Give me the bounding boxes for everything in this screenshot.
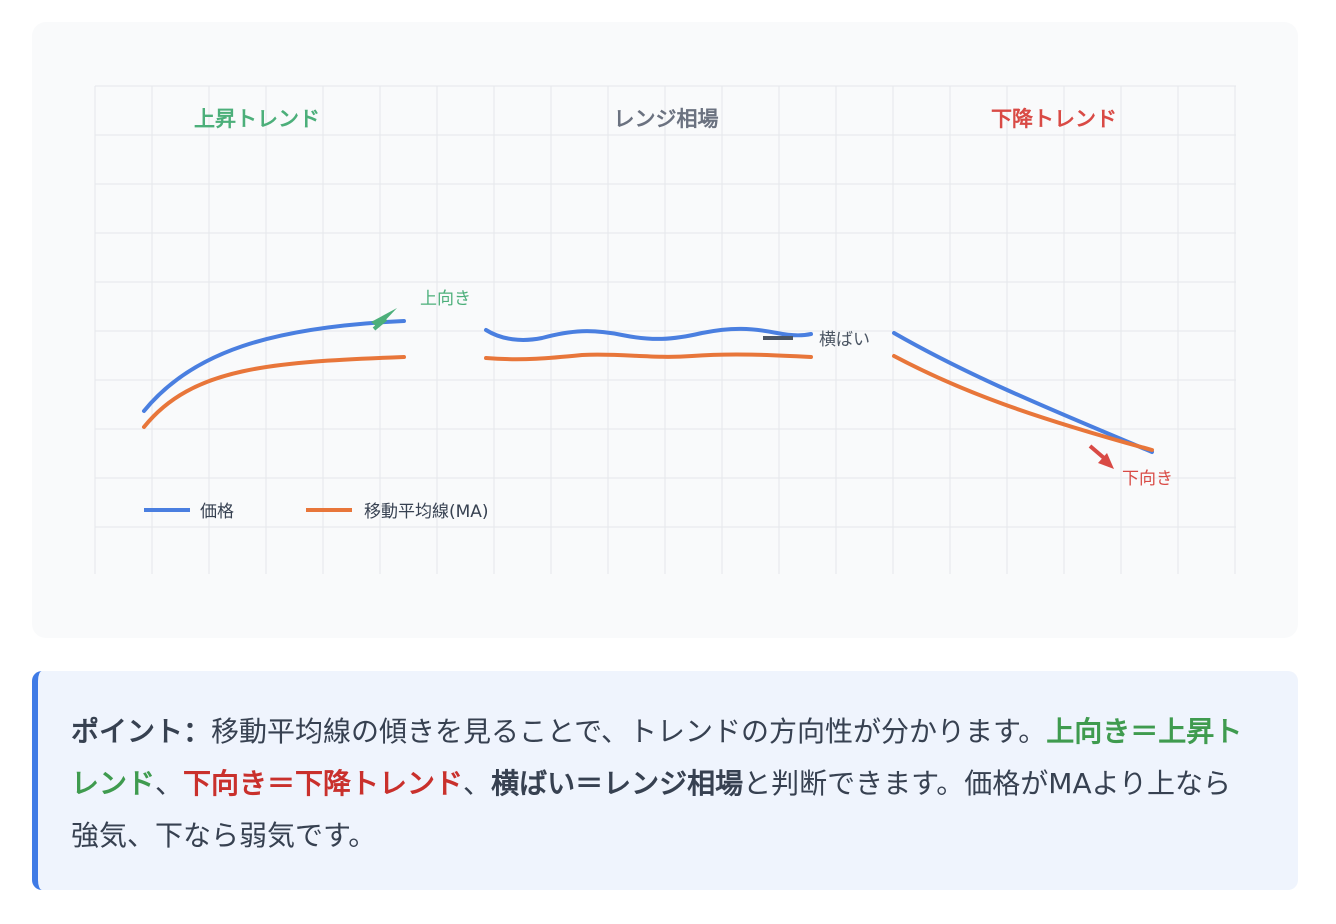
flat-annotation: 横ばい — [819, 330, 870, 350]
point-callout: ポイント：移動平均線の傾きを見ることで、トレンドの方向性が分かります。上向き＝上… — [32, 671, 1298, 890]
point-body-2: と判断できます。価格がMAより上なら強気、下なら弱気です。 — [71, 767, 1232, 852]
range-price-line — [484, 326, 813, 342]
downtrend-ma-line — [892, 354, 1154, 452]
downtrend-price-line — [892, 331, 1154, 454]
uptrend-highlight: 上向き＝上昇トレンド — [71, 715, 1243, 800]
legend-ma-label: 移動平均線(MA) — [364, 502, 489, 522]
down-annotation: 下向き — [1122, 469, 1173, 489]
legend-price-label: 価格 — [200, 502, 234, 522]
point-text: ポイント：移動平均線の傾きを見ることで、トレンドの方向性が分かります。上向き＝上… — [71, 706, 1258, 862]
chart-card: 上昇トレンド レンジ相場 下降トレンド 上向き 横ばい 下向き 価格 — [32, 22, 1298, 638]
downtrend-highlight: 下向き＝下降トレンド — [183, 767, 464, 800]
point-label: ポイント： — [71, 715, 212, 748]
up-annotation: 上向き — [420, 289, 471, 309]
section-title-downtrend: 下降トレンド — [991, 107, 1117, 131]
point-body-1: 移動平均線の傾きを見ることで、トレンドの方向性が分かります。 — [211, 715, 1047, 748]
trend-diagram: 上昇トレンド レンジ相場 下降トレンド 上向き 横ばい 下向き 価格 — [94, 85, 1236, 574]
down-arrow-icon — [1088, 444, 1114, 469]
up-arrow-icon — [371, 308, 397, 331]
separator-1: 、 — [155, 767, 184, 800]
legend: 価格 移動平均線(MA) — [144, 502, 489, 522]
section-title-uptrend: 上昇トレンド — [194, 107, 320, 131]
separator-2: 、 — [463, 767, 492, 800]
section-title-range: レンジ相場 — [614, 107, 719, 131]
range-ma-line — [484, 352, 813, 362]
uptrend-ma-line — [142, 355, 406, 429]
uptrend-price-line — [142, 319, 406, 413]
grid — [94, 85, 1236, 574]
range-highlight: 横ばい＝レンジ相場 — [491, 767, 744, 800]
